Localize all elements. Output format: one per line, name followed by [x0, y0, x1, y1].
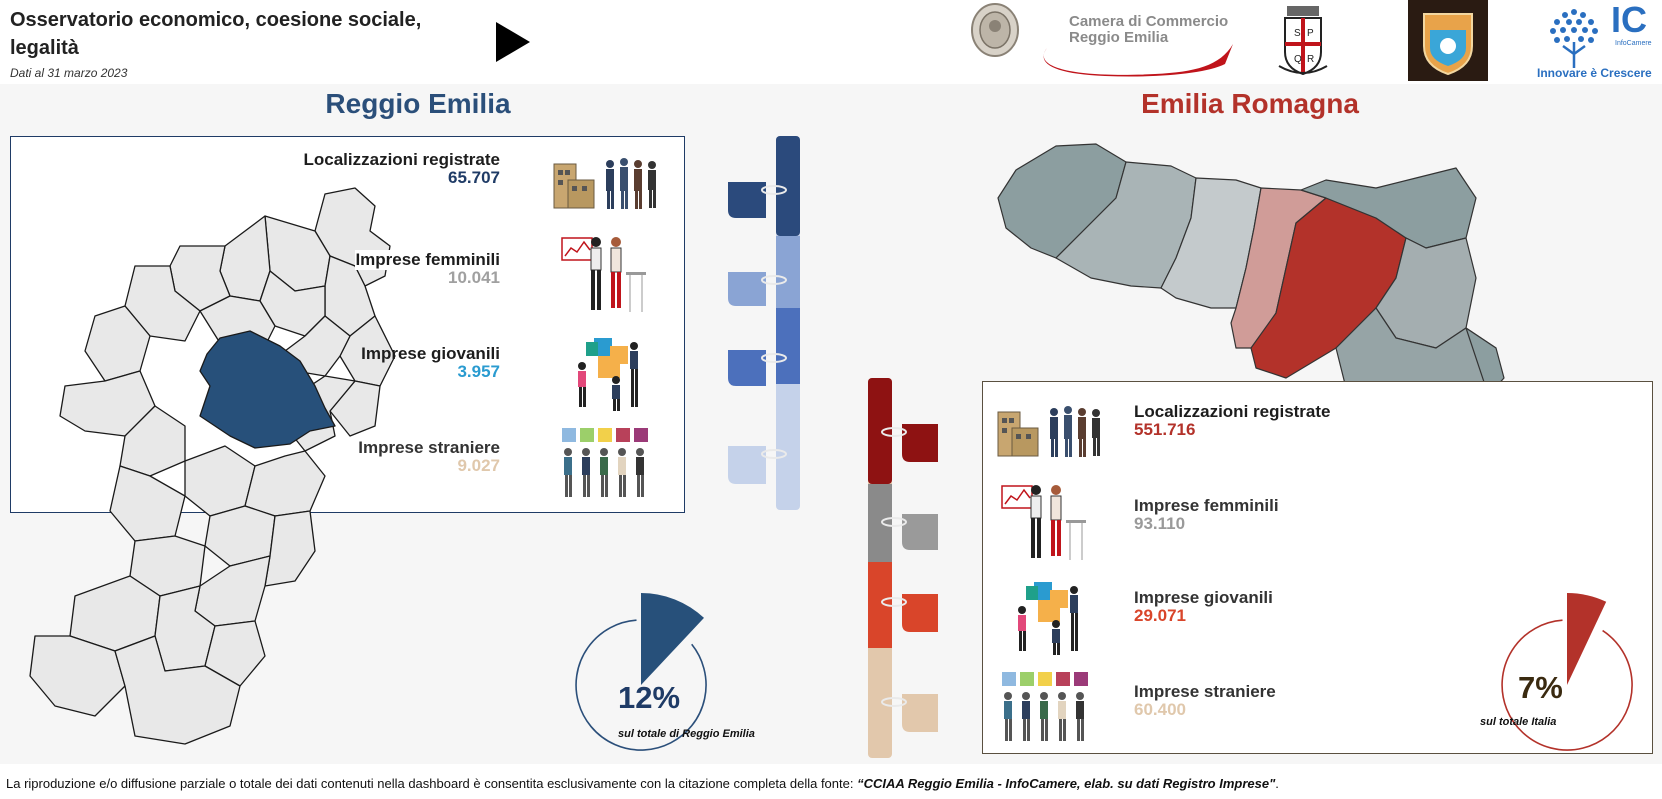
emilia-heading: Emilia Romagna	[1141, 88, 1359, 119]
emilia-share-gauge	[1501, 593, 1633, 751]
svg-text:S: S	[1294, 28, 1301, 39]
puzzle-team-icon	[578, 338, 638, 411]
province-ferrara	[1300, 167, 1477, 249]
municipality-area	[244, 450, 326, 517]
reggio-share-percent: 12%	[618, 680, 681, 715]
chamber-line1: Camera di Commercio	[1069, 13, 1229, 30]
spqr-crest-logo: S P Q R	[1278, 6, 1328, 76]
reggio-stat-value-1: 65.707	[448, 168, 500, 187]
chamber-line2: Reggio Emilia	[1069, 29, 1169, 46]
seal-logo	[971, 3, 1019, 57]
emilia-ribbon-graphic	[868, 378, 938, 758]
municipal-crest-logo	[1408, 0, 1488, 81]
emilia-share-caption: sul totale Italia	[1480, 716, 1557, 728]
reggio-heading: Reggio Emilia	[325, 88, 511, 119]
municipality-area	[194, 555, 271, 627]
reggio-stat-value-3: 3.957	[457, 362, 500, 381]
reggio-ribbon-graphic	[728, 136, 800, 510]
emilia-stat-value-1: 551.716	[1134, 420, 1196, 439]
reggio-stat-label-1: Localizzazioni registrate	[303, 150, 501, 169]
building-people-icon	[997, 406, 1100, 457]
diverse-group-icon	[562, 428, 648, 497]
municipality-area	[109, 465, 186, 542]
reggio-stat-label-3: Imprese giovanili	[361, 344, 500, 363]
reggio-stat-value-4: 9.027	[457, 456, 500, 475]
reggio-stat-label-4: Imprese straniere	[358, 438, 500, 457]
puzzle-team-icon	[1018, 582, 1078, 655]
emilia-stat-label-4: Imprese straniere	[1134, 682, 1276, 701]
reggio-share-caption: sul totale di Reggio Emilia	[618, 728, 755, 740]
emilia-stat-value-4: 60.400	[1134, 700, 1186, 719]
footer-disclaimer: La riproduzione e/o diffusione parziale …	[6, 776, 1279, 791]
page-title: Osservatorio economico, coesione sociale…	[10, 9, 422, 59]
emilia-stat-label-1: Localizzazioni registrate	[1134, 402, 1331, 421]
reggio-stat-value-2: 10.041	[448, 268, 500, 287]
diverse-group-icon	[1002, 672, 1088, 741]
emilia-stat-value-2: 93.110	[1134, 514, 1186, 533]
reggio-province-map[interactable]	[25, 186, 425, 748]
data-date: Dati al 31 marzo 2023	[10, 66, 128, 80]
infocamere-name: InfoCamere	[1615, 40, 1652, 47]
emilia-stat-label-2: Imprese femminili	[1134, 496, 1279, 515]
reggio-stat-label-2: Imprese femminili	[355, 250, 500, 270]
municipality-area	[29, 635, 126, 717]
emilia-stat-value-3: 29.071	[1134, 606, 1186, 625]
province-reggio-emilia	[1160, 177, 1262, 309]
emilia-share-percent: 7%	[1518, 670, 1563, 705]
chamber-logo: Camera di Commercio Reggio Emilia	[1035, 4, 1240, 80]
footer-source: “CCIAA Reggio Emilia - InfoCamere, elab.…	[857, 776, 1276, 791]
svg-text:P: P	[1307, 28, 1314, 39]
municipality-area	[199, 330, 336, 449]
municipality-area	[114, 635, 241, 745]
building-people-icon	[553, 158, 656, 209]
reggio-share-gauge	[575, 593, 707, 751]
infocamere-short: IC	[1611, 0, 1647, 40]
header: Osservatorio economico, coesione sociale…	[0, 0, 1662, 84]
svg-text:Q: Q	[1294, 54, 1302, 65]
infocamere-logo: IC InfoCamere Innovare è Crescere	[1535, 0, 1660, 82]
women-business-icon	[1001, 485, 1086, 560]
emilia-stat-label-3: Imprese giovanili	[1134, 588, 1273, 607]
play-button[interactable]	[496, 22, 530, 62]
women-business-icon	[561, 237, 646, 312]
footer-text: La riproduzione e/o diffusione parziale …	[6, 776, 858, 791]
province-parma	[1055, 161, 1197, 289]
footer-end: .	[1275, 776, 1279, 791]
municipality-area	[204, 620, 266, 687]
infocamere-tagline: Innovare è Crescere	[1537, 66, 1652, 80]
svg-text:R: R	[1307, 54, 1314, 65]
